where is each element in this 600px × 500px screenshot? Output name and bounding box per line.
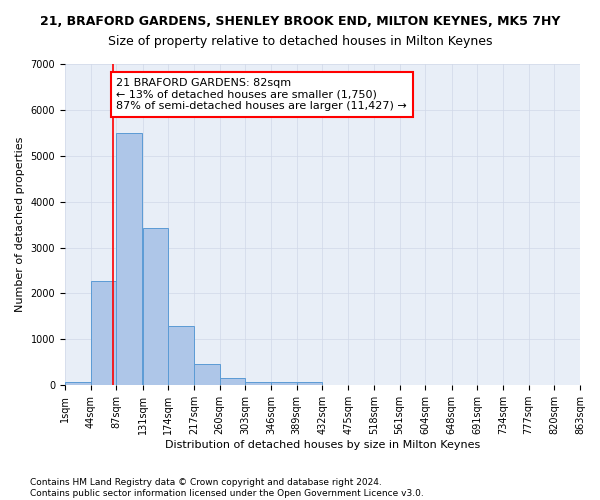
Bar bbox=[91, 281, 116, 385]
Text: Contains HM Land Registry data © Crown copyright and database right 2024.
Contai: Contains HM Land Registry data © Crown c… bbox=[30, 478, 424, 498]
Y-axis label: Number of detached properties: Number of detached properties bbox=[15, 137, 25, 312]
Bar bbox=[297, 382, 322, 385]
Bar bbox=[65, 382, 91, 385]
Bar bbox=[245, 382, 271, 385]
Bar bbox=[116, 134, 142, 385]
Bar bbox=[168, 326, 194, 385]
Bar bbox=[271, 382, 297, 385]
Text: 21 BRAFORD GARDENS: 82sqm
← 13% of detached houses are smaller (1,750)
87% of se: 21 BRAFORD GARDENS: 82sqm ← 13% of detac… bbox=[116, 78, 407, 111]
X-axis label: Distribution of detached houses by size in Milton Keynes: Distribution of detached houses by size … bbox=[165, 440, 480, 450]
Bar bbox=[143, 228, 168, 385]
Text: Size of property relative to detached houses in Milton Keynes: Size of property relative to detached ho… bbox=[108, 35, 492, 48]
Bar bbox=[194, 364, 220, 385]
Bar bbox=[220, 378, 245, 385]
Text: 21, BRAFORD GARDENS, SHENLEY BROOK END, MILTON KEYNES, MK5 7HY: 21, BRAFORD GARDENS, SHENLEY BROOK END, … bbox=[40, 15, 560, 28]
